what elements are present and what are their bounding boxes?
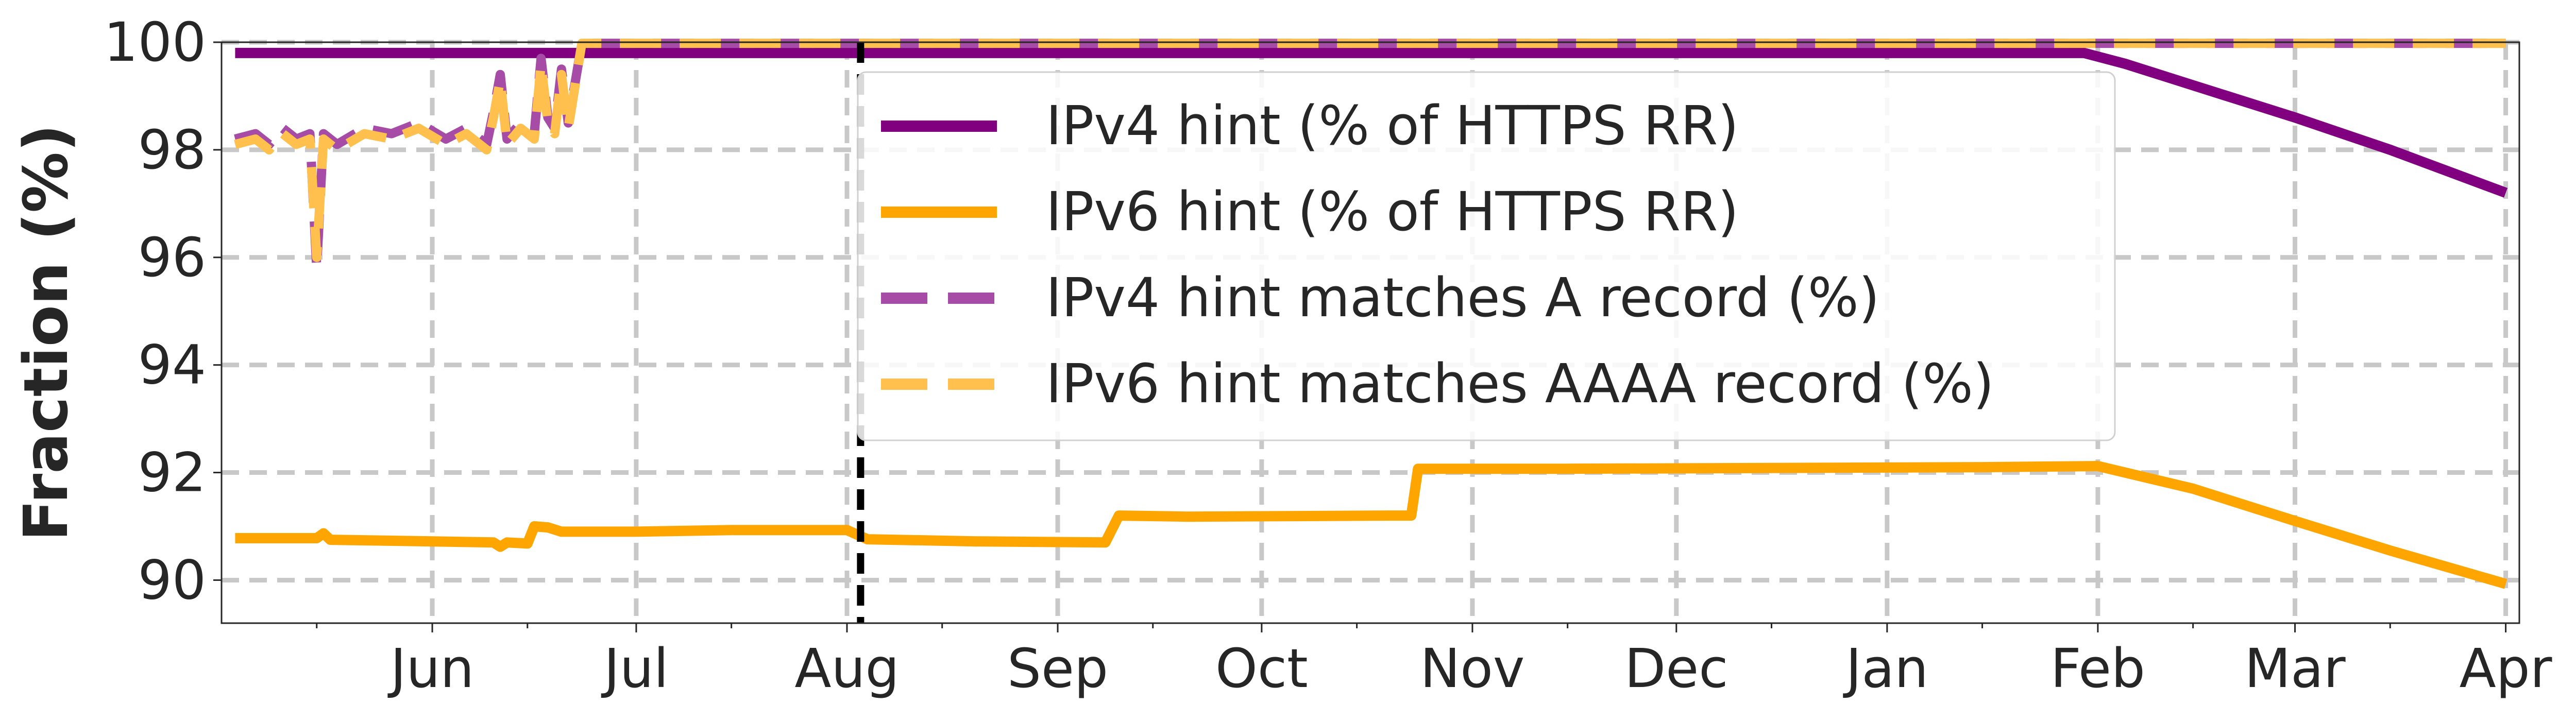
- x-tick-label: Aug: [794, 637, 899, 700]
- legend-box: [857, 71, 2116, 441]
- x-tick-label: Jun: [387, 637, 474, 700]
- legend: IPv4 hint (% of HTTPS RR) IPv6 hint (% o…: [857, 71, 2116, 441]
- y-tick-label: 92: [138, 441, 206, 504]
- x-tick-label: Sep: [1007, 637, 1108, 700]
- x-tick-label: Jan: [1843, 637, 1928, 700]
- legend-label-ipv6-hint: IPv6 hint (% of HTTPS RR): [1046, 180, 1739, 243]
- x-tick-label: Apr: [2460, 637, 2552, 700]
- y-tick-label: 94: [138, 334, 206, 397]
- legend-label-ipv4-match: IPv4 hint matches A record (%): [1046, 266, 1879, 329]
- plot-frame: [221, 41, 2520, 624]
- y-tick-label: 100: [104, 11, 206, 74]
- x-tick-label: Jul: [601, 637, 668, 700]
- x-tick-label: Mar: [2244, 637, 2345, 700]
- y-tick-label: 90: [138, 548, 206, 611]
- series-line-0: [235, 47, 2508, 198]
- y-axis-title: Fraction (%): [10, 124, 81, 541]
- x-tick-label: Oct: [1215, 637, 1308, 700]
- axis-ticks: 90 92 94 96 98 100 Jun Jul Aug Sep Oct Nov Dec Jan Feb…: [104, 11, 2552, 700]
- series-line-3: [234, 39, 2506, 262]
- x-tick-label: Dec: [1624, 637, 1728, 700]
- y-tick-label: 98: [138, 118, 206, 181]
- series-line-1: [235, 461, 2507, 589]
- x-tick-label: Feb: [2050, 637, 2145, 700]
- legend-label-ipv6-match: IPv6 hint matches AAAA record (%): [1046, 352, 1994, 415]
- x-tick-label: Nov: [1420, 637, 1524, 700]
- legend-label-ipv4-hint: IPv4 hint (% of HTTPS RR): [1046, 94, 1739, 157]
- y-tick-label: 96: [138, 226, 206, 289]
